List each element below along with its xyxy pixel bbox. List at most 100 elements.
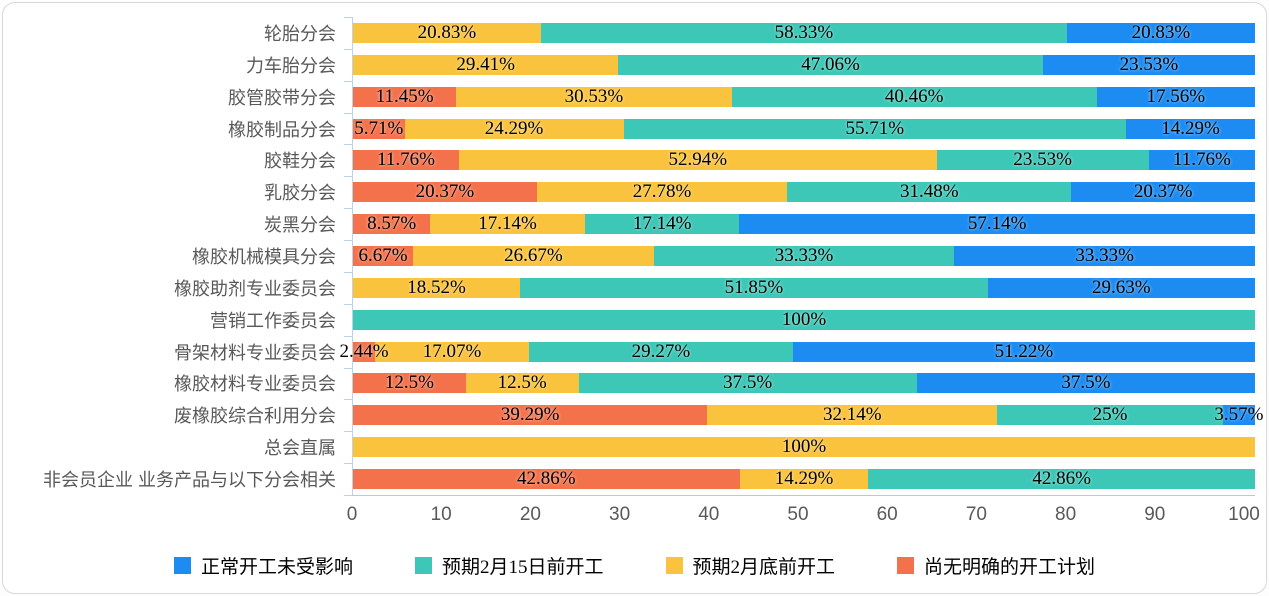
data-label: 51.22% xyxy=(994,340,1054,362)
data-label: 17.14% xyxy=(478,213,537,235)
category-label: 废橡胶综合利用分会 xyxy=(174,406,336,427)
bar-row: 骨架材料专业委员会 2.44% 17.07% 29.27% 51.22% xyxy=(3,336,1266,368)
stacked-bar: 8.57% 17.14% 17.14% 57.14% xyxy=(353,213,1255,235)
bar-segment: 17.56% xyxy=(1096,85,1255,107)
bar-row: 乳胶分会 20.37% 27.78% 31.48% 20.37% xyxy=(3,176,1266,208)
category-label: 乳胶分会 xyxy=(264,183,336,204)
bar-segment: 20.37% xyxy=(353,181,537,203)
data-label: 58.33% xyxy=(774,21,834,43)
category-axis-tick xyxy=(344,176,352,178)
category-axis-tick xyxy=(344,112,352,114)
category-axis-tick xyxy=(344,208,352,210)
legend-label: 尚无明确的开工计划 xyxy=(924,557,1096,578)
bar-row: 营销工作委员会 100% xyxy=(3,304,1266,336)
category-label: 橡胶助剂专业委员会 xyxy=(174,278,336,299)
category-axis-tick xyxy=(344,48,352,50)
data-label: 6.67% xyxy=(358,244,408,266)
data-label: 57.14% xyxy=(967,213,1027,235)
category-label: 力车胎分会 xyxy=(246,55,336,76)
bar-segment: 12.5% xyxy=(465,373,579,394)
data-label: 11.76% xyxy=(1172,149,1231,171)
data-label: 47.06% xyxy=(801,53,860,75)
data-label: 17.56% xyxy=(1146,85,1206,107)
category-label: 营销工作委员会 xyxy=(210,310,336,331)
data-label: 33.33% xyxy=(1075,244,1134,266)
bar-row: 轮胎分会 20.83% 58.33% 20.83% xyxy=(3,17,1266,49)
category-axis-tick xyxy=(344,17,352,18)
x-axis-tick-label: 90 xyxy=(1144,504,1166,525)
bar-segment: 51.22% xyxy=(792,340,1255,362)
data-label: 33.33% xyxy=(774,244,834,266)
bar-segment: 20.37% xyxy=(1071,182,1255,203)
category-axis-tick xyxy=(344,495,352,496)
category-label: 胶鞋分会 xyxy=(264,151,336,172)
bar-segment: 20.83% xyxy=(1067,22,1255,43)
bar-row: 胶管胶带分会 11.45% 30.53% 40.46% 17.56% xyxy=(3,81,1266,113)
stacked-bar: 42.86% 14.29% 42.86% xyxy=(353,468,1255,490)
category-label: 轮胎分会 xyxy=(264,23,336,44)
data-label: 42.86% xyxy=(516,468,576,490)
data-label: 100% xyxy=(781,436,827,458)
bar-segment: 29.63% xyxy=(987,277,1255,298)
bar-segment: 47.06% xyxy=(618,53,1043,75)
bar-segment: 37.5% xyxy=(578,373,917,394)
data-label: 18.52% xyxy=(407,276,466,298)
data-label: 20.37% xyxy=(415,181,475,203)
data-label: 17.14% xyxy=(632,213,692,235)
bar-segment: 14.29% xyxy=(1126,117,1255,139)
data-label: 14.29% xyxy=(1161,117,1220,139)
stacked-bar: 11.45% 30.53% 40.46% 17.56% xyxy=(353,85,1255,107)
legend-item: 预期2月15日前开工 xyxy=(414,552,604,579)
bar-row: 炭黑分会 8.57% 17.14% 17.14% 57.14% xyxy=(3,208,1266,240)
legend-swatch xyxy=(173,557,191,574)
x-axis-tick-label: 10 xyxy=(430,504,452,525)
data-label: 40.46% xyxy=(884,85,944,107)
bar-segment: 2.44% xyxy=(339,341,389,362)
bar-segment: 33.33% xyxy=(954,244,1255,266)
bar-segment: 42.86% xyxy=(868,469,1255,490)
stacked-bar: 100% xyxy=(353,436,1255,458)
data-label: 31.48% xyxy=(899,181,959,203)
legend-item: 尚无明确的开工计划 xyxy=(897,552,1095,579)
bar-segment: 51.85% xyxy=(520,277,988,298)
bar-segment: 18.52% xyxy=(353,276,521,298)
bar-segment: 8.57% xyxy=(353,214,431,235)
bar-segment: 57.14% xyxy=(739,213,1255,235)
x-axis-tick-label: 50 xyxy=(787,504,809,525)
bar-row: 非会员企业 业务产品与以下分会相关 42.86% 14.29% 42.86% xyxy=(3,463,1266,495)
bar-segment: 12.5% xyxy=(353,373,466,394)
bar-segment: 26.67% xyxy=(413,244,654,266)
data-label: 29.27% xyxy=(631,340,691,362)
stacked-bar: 5.71% 24.29% 55.71% 14.29% xyxy=(353,117,1255,139)
bar-row: 废橡胶综合利用分会 39.29% 32.14% 25% 3.57% xyxy=(3,399,1266,431)
bar-row: 橡胶材料专业委员会 12.5% 12.5% 37.5% 37.5% xyxy=(3,368,1266,400)
data-label: 32.14% xyxy=(823,404,882,426)
x-axis-tick-label: 30 xyxy=(609,504,631,525)
bar-segment: 52.94% xyxy=(459,149,937,171)
legend-item: 正常开工未受影响 xyxy=(173,552,353,579)
data-label: 11.76% xyxy=(377,149,435,171)
category-axis-tick xyxy=(344,335,352,337)
bar-row: 胶鞋分会 11.76% 52.94% 23.53% 11.76% xyxy=(3,144,1266,176)
bar-segment: 17.07% xyxy=(375,340,529,362)
stacked-bar: 6.67% 26.67% 33.33% 33.33% xyxy=(353,244,1255,266)
bar-segment: 17.14% xyxy=(584,213,740,235)
category-axis-tick xyxy=(344,399,352,401)
category-axis-tick xyxy=(344,463,352,465)
legend-swatch xyxy=(414,557,432,574)
data-label: 17.07% xyxy=(422,340,482,362)
stacked-bar: 20.37% 27.78% 31.48% 20.37% xyxy=(353,181,1255,203)
x-axis-tick-label: 100 xyxy=(1228,504,1260,525)
category-axis-tick xyxy=(344,431,352,433)
data-label: 26.67% xyxy=(504,244,563,266)
data-label: 52.94% xyxy=(668,149,728,171)
category-axis-tick xyxy=(344,144,352,146)
category-label: 橡胶材料专业委员会 xyxy=(174,374,336,395)
data-label: 30.53% xyxy=(564,85,624,107)
x-axis-tick-label: 40 xyxy=(698,504,720,525)
bar-segment: 23.53% xyxy=(1042,54,1255,75)
bar-segment: 11.76% xyxy=(353,149,460,171)
bar-segment: 11.76% xyxy=(1148,149,1255,171)
data-label: 20.83% xyxy=(417,21,477,43)
x-axis-tick-label: 80 xyxy=(1055,504,1077,525)
